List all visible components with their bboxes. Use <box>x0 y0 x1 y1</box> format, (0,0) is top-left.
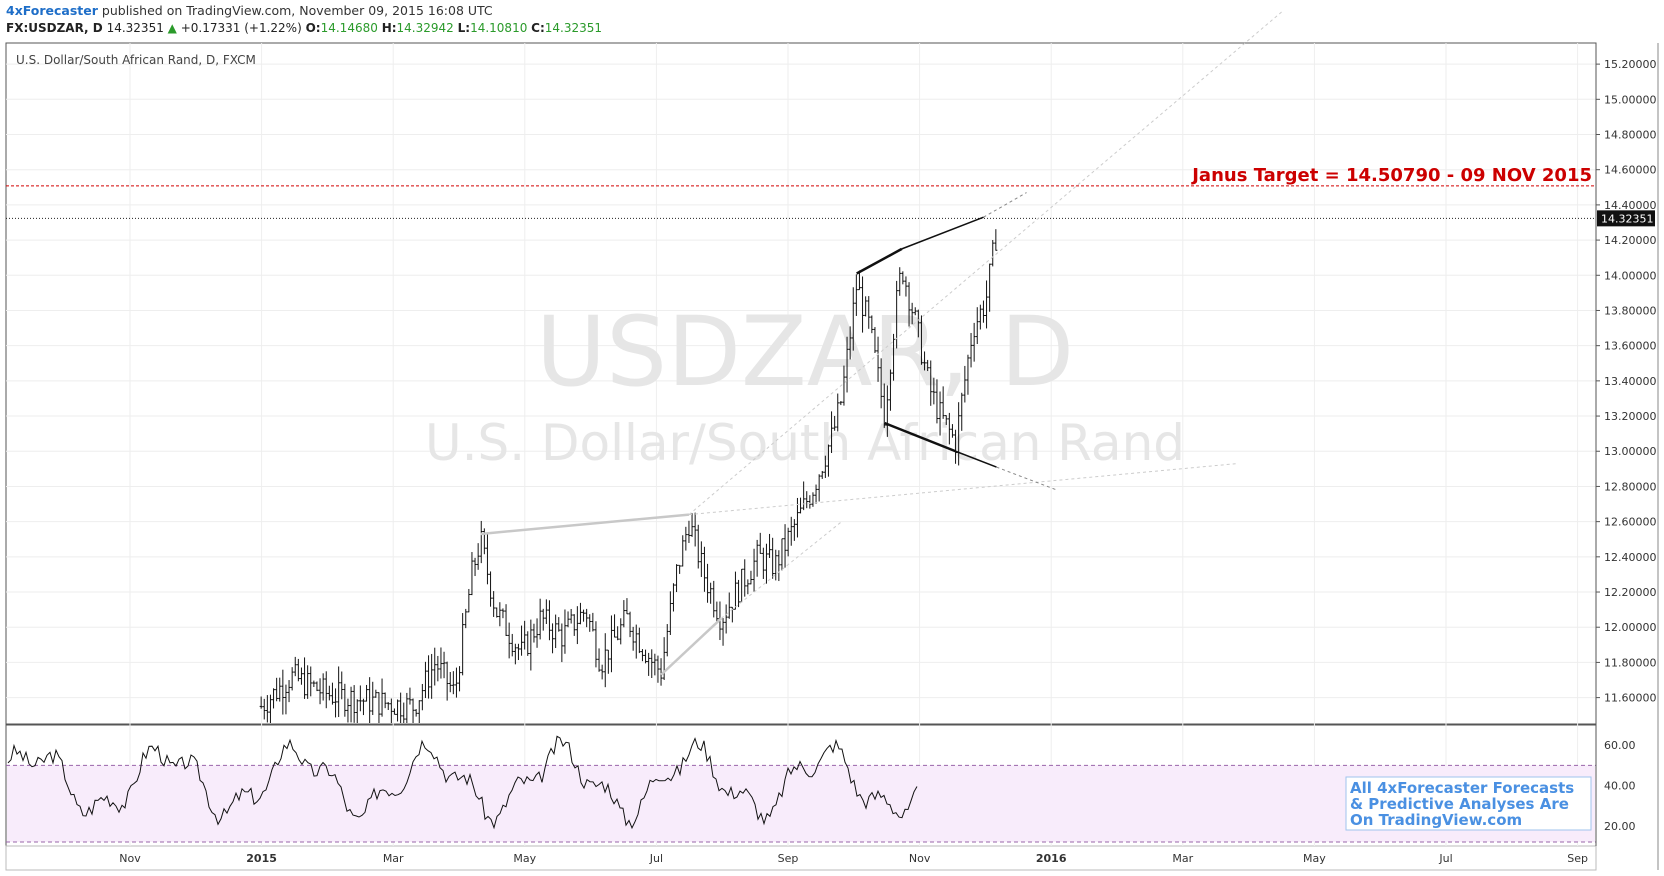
publish-header: 4xForecaster published on TradingView.co… <box>6 3 493 18</box>
rsi-tick-label: 40.00 <box>1604 780 1636 793</box>
x-tick-label: Jul <box>649 852 663 865</box>
rsi-tick-label: 60.00 <box>1604 739 1636 752</box>
time-axis-frame <box>5 845 1597 871</box>
y-tick-label: 12.80000 <box>1604 480 1657 493</box>
projection-line <box>983 192 1027 218</box>
symbol-label: FX:USDZAR, D <box>6 21 103 35</box>
janus-target-annotation: Janus Target = 14.50790 - 09 NOV 2015 <box>1190 165 1592 186</box>
change-value: +0.17331 (+1.22%) <box>180 21 302 35</box>
promo-box <box>1345 776 1592 831</box>
y-tick-label: 13.00000 <box>1604 445 1657 458</box>
ohlc-legend: FX:USDZAR, D 14.32351 ▲ +0.17331 (+1.22%… <box>6 21 602 35</box>
x-tick-label: May <box>513 852 536 865</box>
y-tick-label: 14.00000 <box>1604 269 1657 282</box>
y-tick-label: 15.00000 <box>1604 93 1657 106</box>
close-value: 14.32351 <box>544 21 603 35</box>
author-link[interactable]: 4xForecaster <box>6 3 98 18</box>
y-tick-label: 12.40000 <box>1604 551 1657 564</box>
up-arrow-icon: ▲ <box>167 21 177 35</box>
y-tick-label: 12.60000 <box>1604 516 1657 529</box>
y-tick-label: 12.00000 <box>1604 621 1657 634</box>
promo-line: All 4xForecaster Forecasts <box>1350 779 1574 797</box>
y-tick-label: 14.80000 <box>1604 129 1657 142</box>
rsi-band <box>7 765 1595 842</box>
last-price: 14.32351 <box>106 21 164 35</box>
x-tick-label: Mar <box>1172 852 1193 865</box>
open-label: O: <box>305 21 321 35</box>
low-value: 14.10810 <box>470 21 528 35</box>
projection-line <box>688 10 1283 515</box>
y-tick-label: 13.60000 <box>1604 340 1657 353</box>
projection-line <box>996 466 1057 491</box>
pattern-line <box>955 450 997 468</box>
open-value: 14.14680 <box>320 21 378 35</box>
promo-line: & Predictive Analyses Are <box>1350 795 1569 813</box>
promo-line: On TradingView.com <box>1350 811 1522 829</box>
pattern-line <box>884 421 957 453</box>
x-tick-label: May <box>1303 852 1326 865</box>
pattern-line <box>480 513 690 536</box>
pattern-line <box>856 247 903 275</box>
y-tick-label: 13.80000 <box>1604 304 1657 317</box>
x-tick-label: Nov <box>909 852 931 865</box>
series-title: U.S. Dollar/South African Rand, D, FXCM <box>16 53 256 67</box>
projection-line <box>720 521 842 619</box>
watermark-symbol: USDZAR, D <box>536 296 1074 408</box>
x-tick-label: 2015 <box>246 852 277 865</box>
x-tick-label: Nov <box>119 852 141 865</box>
x-tick-label: Sep <box>778 852 799 865</box>
high-label: H: <box>381 21 397 35</box>
watermark-name: U.S. Dollar/South African Rand <box>425 414 1185 472</box>
y-tick-label: 11.80000 <box>1604 656 1657 669</box>
high-value: 14.32942 <box>396 21 454 35</box>
projection-line <box>688 463 1238 516</box>
rsi-line <box>7 735 918 830</box>
x-tick-label: Mar <box>383 852 404 865</box>
low-label: L: <box>457 21 471 35</box>
x-tick-label: Sep <box>1567 852 1588 865</box>
pattern-line <box>901 216 984 250</box>
rsi-tick-label: 20.00 <box>1604 820 1636 833</box>
y-tick-label: 14.60000 <box>1604 164 1657 177</box>
y-tick-label: 12.20000 <box>1604 586 1657 599</box>
last-price-label: 14.32351 <box>1601 212 1654 225</box>
last-price-tag <box>1597 210 1655 227</box>
y-tick-label: 13.20000 <box>1604 410 1657 423</box>
x-tick-label: Jul <box>1438 852 1452 865</box>
close-label: C: <box>531 21 545 35</box>
y-tick-label: 14.20000 <box>1604 234 1657 247</box>
pattern-line <box>660 617 723 676</box>
y-tick-label: 14.40000 <box>1604 199 1657 212</box>
y-tick-label: 13.40000 <box>1604 375 1657 388</box>
published-text: published on TradingView.com, November 0… <box>101 3 493 18</box>
y-tick-label: 15.20000 <box>1604 58 1657 71</box>
price-bars <box>259 229 998 723</box>
y-tick-label: 11.60000 <box>1604 692 1657 705</box>
x-tick-label: 2016 <box>1036 852 1067 865</box>
